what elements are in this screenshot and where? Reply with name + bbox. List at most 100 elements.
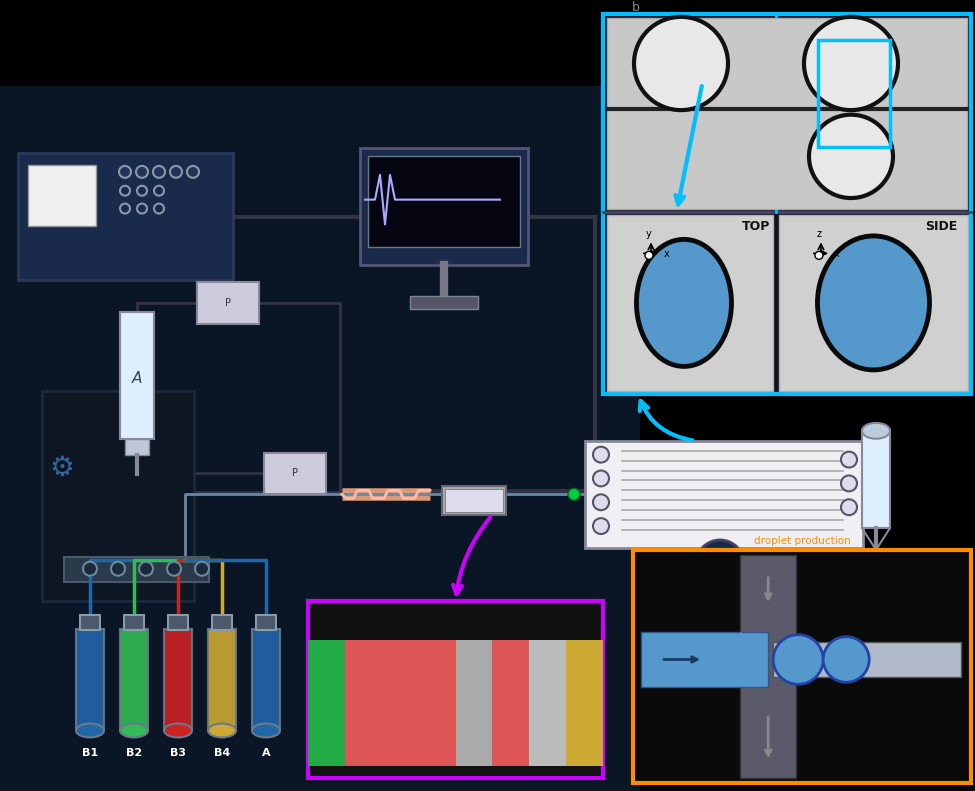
Bar — [80, 615, 100, 630]
Bar — [633, 550, 971, 783]
Ellipse shape — [637, 240, 731, 366]
Text: B2: B2 — [126, 748, 142, 759]
Bar — [120, 630, 148, 730]
Circle shape — [170, 166, 182, 178]
Circle shape — [593, 518, 609, 534]
Ellipse shape — [208, 724, 236, 737]
Circle shape — [645, 252, 653, 259]
Bar — [208, 630, 236, 730]
Polygon shape — [740, 632, 763, 687]
Circle shape — [841, 499, 857, 515]
Text: z: z — [816, 229, 822, 239]
Bar — [18, 153, 233, 280]
Bar — [197, 282, 259, 324]
Bar — [445, 490, 503, 513]
Text: B3: B3 — [170, 748, 186, 759]
Bar — [0, 85, 640, 791]
Circle shape — [841, 452, 857, 467]
Circle shape — [593, 471, 609, 486]
Text: P: P — [225, 298, 231, 308]
Circle shape — [634, 17, 728, 110]
Circle shape — [696, 540, 744, 588]
Bar — [382, 641, 418, 766]
Circle shape — [195, 562, 209, 576]
Bar — [308, 601, 603, 778]
Text: A: A — [132, 371, 142, 386]
Circle shape — [187, 166, 199, 178]
Ellipse shape — [252, 724, 280, 737]
Circle shape — [841, 475, 857, 491]
Text: A: A — [261, 748, 270, 759]
Bar — [64, 557, 209, 581]
Bar — [862, 431, 890, 528]
Circle shape — [120, 186, 130, 195]
Text: SIDE: SIDE — [925, 220, 957, 233]
Circle shape — [167, 562, 181, 576]
Bar — [345, 641, 382, 766]
Circle shape — [815, 252, 823, 259]
Bar — [607, 214, 773, 391]
Text: B1: B1 — [82, 748, 98, 759]
Circle shape — [120, 203, 130, 214]
Bar — [168, 615, 188, 630]
Circle shape — [773, 634, 823, 684]
Bar — [124, 615, 144, 630]
Text: x: x — [664, 249, 670, 259]
Text: B4: B4 — [214, 748, 230, 759]
Bar — [310, 604, 601, 639]
Circle shape — [83, 562, 97, 576]
Circle shape — [119, 166, 131, 178]
Bar — [164, 630, 192, 730]
Bar — [607, 18, 967, 209]
Circle shape — [154, 203, 164, 214]
Bar — [740, 554, 797, 778]
Bar — [360, 148, 528, 265]
Circle shape — [154, 186, 164, 195]
Text: TOP: TOP — [742, 220, 770, 233]
Circle shape — [137, 203, 147, 214]
Bar — [529, 641, 566, 766]
Text: ⚙: ⚙ — [50, 453, 74, 482]
Bar — [120, 312, 154, 439]
Circle shape — [136, 166, 148, 178]
Circle shape — [593, 447, 609, 463]
Bar — [442, 486, 506, 515]
Bar — [641, 632, 768, 687]
Bar — [28, 165, 96, 226]
Bar — [603, 14, 971, 394]
Ellipse shape — [817, 236, 929, 370]
Bar — [779, 214, 968, 391]
Ellipse shape — [862, 423, 890, 439]
Bar — [310, 766, 601, 774]
Bar — [212, 615, 232, 630]
Circle shape — [804, 17, 898, 110]
Circle shape — [706, 550, 734, 577]
Bar — [256, 615, 276, 630]
Bar — [368, 156, 520, 248]
Bar — [585, 441, 863, 548]
Bar — [42, 391, 194, 601]
Circle shape — [715, 558, 725, 569]
Circle shape — [823, 637, 869, 683]
Ellipse shape — [76, 724, 104, 737]
Bar — [410, 296, 478, 308]
Bar — [125, 439, 149, 455]
Bar — [264, 452, 326, 494]
Circle shape — [111, 562, 125, 576]
Ellipse shape — [164, 724, 192, 737]
Circle shape — [139, 562, 153, 576]
Bar — [76, 630, 104, 730]
Bar — [418, 641, 455, 766]
Text: b: b — [632, 1, 640, 14]
Bar — [566, 641, 603, 766]
Bar — [252, 630, 280, 730]
Circle shape — [809, 115, 893, 198]
Circle shape — [153, 166, 165, 178]
Text: droplet production: droplet production — [754, 536, 850, 546]
Bar — [455, 641, 492, 766]
Bar — [773, 642, 961, 677]
Circle shape — [137, 186, 147, 195]
Circle shape — [593, 494, 609, 510]
Ellipse shape — [120, 724, 148, 737]
Text: y: y — [646, 229, 652, 239]
